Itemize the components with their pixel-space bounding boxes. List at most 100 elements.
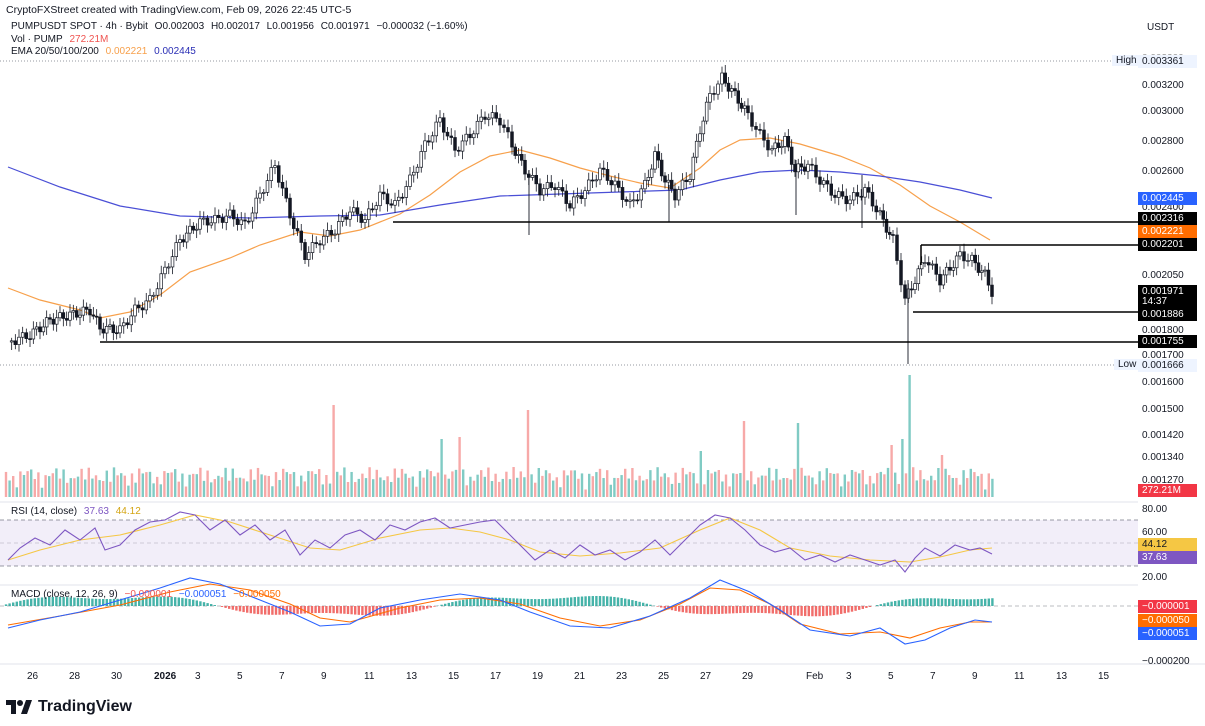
macd-hist-bar xyxy=(829,606,832,616)
symbol-name[interactable]: PUMPUSDT SPOT · 4h · Bybit xyxy=(11,21,148,32)
candle-body xyxy=(224,215,229,223)
macd-legend[interactable]: MACD (close, 12, 26, 9) −0.000001 −0.000… xyxy=(11,589,285,600)
macd-signal-line xyxy=(7,583,992,639)
macd-hist-bar xyxy=(397,606,400,615)
macd-line xyxy=(7,577,993,645)
volume-bar xyxy=(818,471,821,497)
price-tick-3: 0.002800 xyxy=(1142,136,1184,147)
volume-bar xyxy=(55,468,58,497)
volume-bar xyxy=(894,472,897,497)
candle-body xyxy=(680,179,685,190)
candle-body xyxy=(643,179,647,190)
macd-hist-bar xyxy=(660,606,663,608)
candle-body xyxy=(170,256,175,268)
macd-hist-bar xyxy=(606,596,609,606)
candle-body xyxy=(494,112,499,119)
macd-hist-bar xyxy=(408,606,411,613)
price-tick-12: 0.001340 xyxy=(1142,452,1184,463)
candle-body xyxy=(802,166,807,172)
candle-body xyxy=(656,151,661,161)
volume-bar xyxy=(890,445,893,497)
volume-bar xyxy=(231,468,234,497)
candle-body xyxy=(133,304,137,317)
volume-bar xyxy=(246,481,249,497)
volume-legend[interactable]: Vol · PUMP 272.21M xyxy=(11,34,112,45)
volume-bar xyxy=(685,474,688,497)
macd-hist-bar xyxy=(858,606,861,610)
ema-orange-line xyxy=(7,137,991,319)
volume-bar xyxy=(919,470,922,497)
macd-hist-bar xyxy=(984,598,987,606)
candle-body xyxy=(628,199,632,202)
volume-bar xyxy=(951,478,954,497)
volume-bar xyxy=(908,375,911,497)
candle-body xyxy=(144,300,149,311)
candle-body xyxy=(114,332,119,335)
candle-body xyxy=(590,179,595,182)
ema-legend[interactable]: EMA 20/50/100/200 0.002221 0.002445 xyxy=(11,46,200,57)
volume-bar xyxy=(584,489,587,497)
volume-bar xyxy=(318,469,321,497)
macd-hist-bar xyxy=(940,598,944,606)
macd-hist-bar xyxy=(357,606,360,615)
macd-hist-bar xyxy=(613,596,616,606)
volume-bar xyxy=(8,480,11,497)
macd-hist-bar xyxy=(548,598,551,606)
macd-hist-bar xyxy=(307,606,310,614)
macd-hist-bar xyxy=(966,599,969,606)
volume-bar xyxy=(746,480,749,497)
volume-bar xyxy=(76,476,80,497)
candle-body xyxy=(783,136,787,147)
macd-hist-bar xyxy=(458,600,461,606)
candle-body xyxy=(549,182,553,188)
candle-body xyxy=(938,273,942,286)
rsi-legend[interactable]: RSI (14, close) 37.63 44.12 xyxy=(11,506,145,517)
macd-hist-bar xyxy=(264,606,267,615)
macd-hist-bar xyxy=(822,606,825,617)
macd-signal-value: −0.000050 xyxy=(233,589,281,600)
candle-body xyxy=(445,131,450,137)
macd-hist-bar xyxy=(721,606,724,614)
candle-body xyxy=(247,220,251,223)
volume-bar xyxy=(652,480,656,497)
time-label: 21 xyxy=(574,671,586,682)
candle-body xyxy=(325,229,330,237)
macd-hist-bar xyxy=(530,599,533,606)
volume-bar xyxy=(33,478,36,497)
volume-bar xyxy=(681,467,684,497)
candle-body xyxy=(265,180,270,193)
volume-bar xyxy=(62,469,65,497)
macd-hist-bar xyxy=(418,606,422,611)
macd-hist-bar xyxy=(44,597,47,606)
candle-body xyxy=(579,195,583,199)
symbol-legend[interactable]: PUMPUSDT SPOT · 4h · Bybit O0.002003 H0.… xyxy=(11,21,472,32)
candle-body xyxy=(415,166,420,173)
candle-body xyxy=(779,146,784,148)
candle-body xyxy=(468,133,472,139)
volume-bar xyxy=(973,472,976,497)
candle-body xyxy=(754,126,758,130)
macd-hist-bar xyxy=(904,599,908,606)
level-tag-0.001886: 0.001886 xyxy=(1138,308,1197,321)
volume-bar xyxy=(321,484,324,497)
macd-hist-bar xyxy=(202,602,206,606)
macd-hist-bar xyxy=(8,603,11,606)
candle-body xyxy=(866,187,871,193)
candle-body xyxy=(530,174,535,178)
volume-bar xyxy=(940,455,944,497)
volume-bar xyxy=(930,475,933,497)
time-label: 11 xyxy=(1014,671,1025,682)
candle-body xyxy=(367,208,371,220)
ema200-price-tag: 0.002445 xyxy=(1138,192,1197,205)
macd-hist-bar xyxy=(296,606,299,614)
volume-bar xyxy=(606,470,609,497)
volume-bar xyxy=(195,474,198,497)
tradingview-logo[interactable]: TradingView xyxy=(6,698,132,716)
macd-hist-bar xyxy=(847,606,850,613)
candle-body xyxy=(716,83,720,95)
volume-bar xyxy=(724,474,728,497)
macd-hist-bar xyxy=(746,606,749,613)
macd-hist-bar xyxy=(33,598,36,606)
ohlc-low: L0.001956 xyxy=(266,21,314,32)
